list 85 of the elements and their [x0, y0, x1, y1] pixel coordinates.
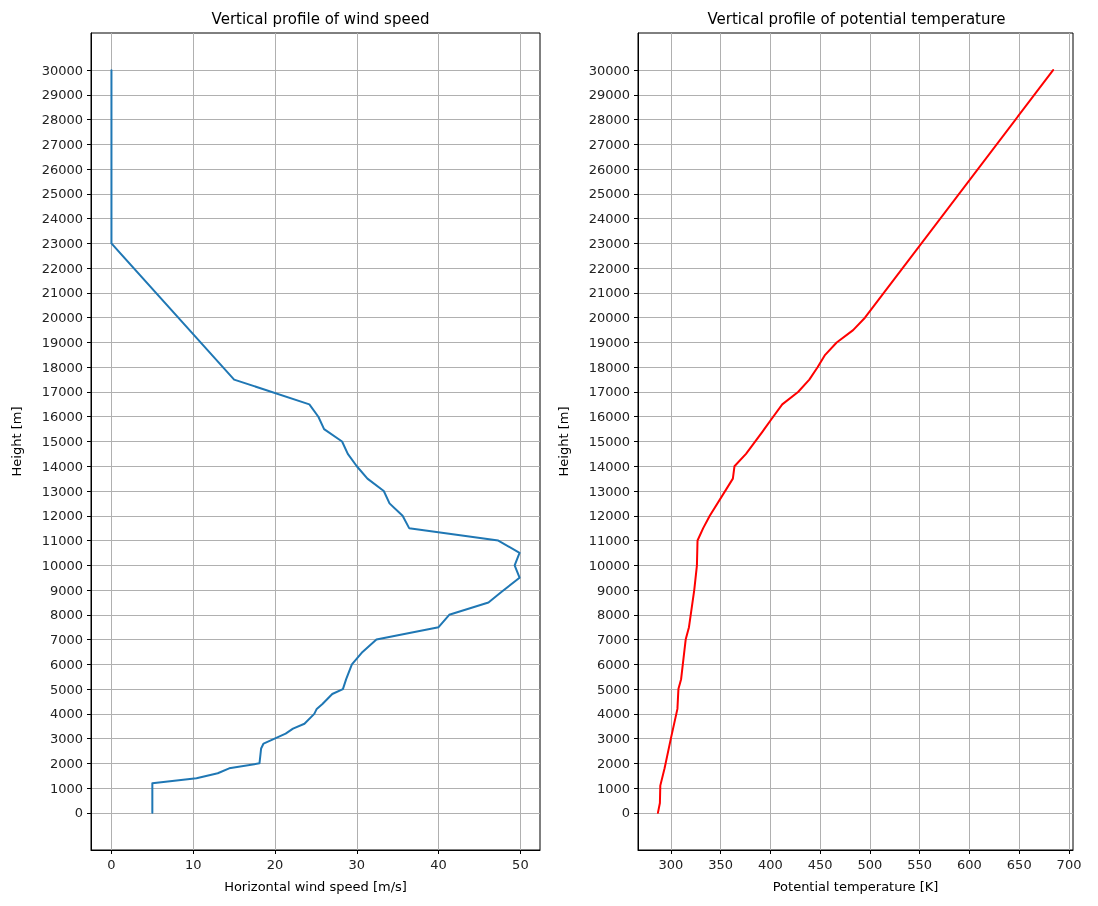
y-tick-label: 11000 — [41, 533, 83, 549]
y-tick-label: 29000 — [41, 87, 83, 103]
y-tick-label: 26000 — [588, 161, 630, 177]
y-tick-label: 25000 — [41, 186, 83, 202]
y-tick-label: 24000 — [588, 211, 630, 227]
y-tick-label: 12000 — [41, 508, 83, 524]
y-tick-label: 30000 — [588, 62, 630, 78]
chart-title: Vertical profile of potential temperature — [707, 9, 1006, 28]
y-tick-label: 20000 — [41, 310, 83, 326]
y-tick-label: 0 — [74, 805, 83, 821]
y-tick-label: 16000 — [588, 409, 630, 425]
y-tick-label: 28000 — [588, 112, 630, 128]
x-tick-label: 500 — [857, 857, 883, 872]
y-tick-label: 6000 — [49, 656, 83, 672]
chart-title: Vertical profile of wind speed — [211, 9, 430, 28]
y-tick-label: 1000 — [49, 780, 83, 796]
x-tick-label: 0 — [107, 857, 116, 872]
line-series — [110, 69, 521, 814]
y-tick-label: 3000 — [49, 731, 83, 747]
y-tick-label: 20000 — [588, 310, 630, 326]
y-tick-label: 18000 — [41, 359, 83, 375]
x-tick-label: 20 — [266, 857, 284, 872]
y-tick-label: 1000 — [596, 780, 630, 796]
y-tick-label: 26000 — [41, 161, 83, 177]
x-axis-title: Horizontal wind speed [m/s] — [224, 879, 407, 894]
y-tick-label: 9000 — [596, 582, 630, 598]
y-tick-label: 10000 — [588, 557, 630, 573]
y-tick-label: 30000 — [41, 62, 83, 78]
x-tick-label: 450 — [807, 857, 833, 872]
y-tick-label: 28000 — [41, 112, 83, 128]
y-tick-label: 14000 — [588, 458, 630, 474]
y-tick-label: 21000 — [41, 285, 83, 301]
y-tick-label: 23000 — [41, 235, 83, 251]
y-tick-label: 17000 — [588, 384, 630, 400]
y-tick-label: 14000 — [41, 458, 83, 474]
y-tick-label: 9000 — [49, 582, 83, 598]
y-tick-label: 22000 — [41, 260, 83, 276]
x-tick-label: 10 — [184, 857, 202, 872]
y-tick-label: 19000 — [41, 334, 83, 350]
y-tick-label: 10000 — [41, 557, 83, 573]
x-tick-label: 50 — [512, 857, 529, 872]
x-tick-label: 350 — [708, 857, 734, 872]
y-tick-label: 4000 — [596, 706, 630, 722]
y-tick-label: 17000 — [41, 384, 83, 400]
y-tick-label: 25000 — [588, 186, 630, 202]
line-series — [656, 69, 1055, 814]
y-axis-title: Height [m] — [9, 406, 24, 477]
y-tick-label: 15000 — [41, 434, 83, 449]
x-tick-label: 400 — [757, 857, 783, 872]
y-tick-label: 3000 — [596, 731, 630, 747]
x-tick-label: 40 — [430, 857, 447, 872]
y-tick-label: 13000 — [588, 483, 630, 499]
x-tick-label: 300 — [658, 857, 684, 872]
y-tick-label: 5000 — [596, 681, 630, 697]
x-tick-label: 30 — [348, 857, 366, 872]
y-tick-label: 7000 — [596, 632, 630, 648]
y-tick-label: 12000 — [588, 508, 630, 524]
x-axis-title: Potential temperature [K] — [772, 879, 939, 894]
y-tick-label: 8000 — [49, 607, 83, 623]
y-tick-label: 16000 — [41, 409, 83, 425]
x-tick-label: 600 — [957, 857, 982, 872]
y-tick-label: 2000 — [49, 755, 83, 771]
y-tick-label: 4000 — [49, 706, 83, 722]
y-axis-title: Height [m] — [556, 406, 571, 477]
y-tick-label: 5000 — [49, 681, 83, 697]
y-tick-label: 18000 — [588, 359, 630, 375]
y-tick-label: 6000 — [596, 656, 630, 672]
y-tick-label: 27000 — [41, 136, 83, 152]
x-tick-label: 650 — [1006, 857, 1032, 872]
y-tick-label: 22000 — [588, 260, 630, 276]
y-tick-label: 11000 — [588, 533, 630, 549]
x-tick-label: 700 — [1056, 857, 1082, 872]
y-tick-label: 27000 — [588, 136, 630, 152]
y-tick-label: 23000 — [588, 235, 630, 251]
y-tick-label: 0 — [621, 805, 630, 821]
y-tick-label: 24000 — [41, 211, 83, 227]
y-tick-label: 2000 — [596, 755, 630, 771]
y-tick-label: 7000 — [49, 632, 83, 648]
y-tick-label: 15000 — [588, 434, 630, 449]
y-tick-label: 13000 — [41, 483, 83, 499]
y-tick-label: 29000 — [588, 87, 630, 103]
y-tick-label: 19000 — [588, 334, 630, 350]
x-tick-label: 550 — [907, 857, 933, 872]
y-tick-label: 8000 — [596, 607, 630, 623]
y-tick-label: 21000 — [588, 285, 630, 301]
